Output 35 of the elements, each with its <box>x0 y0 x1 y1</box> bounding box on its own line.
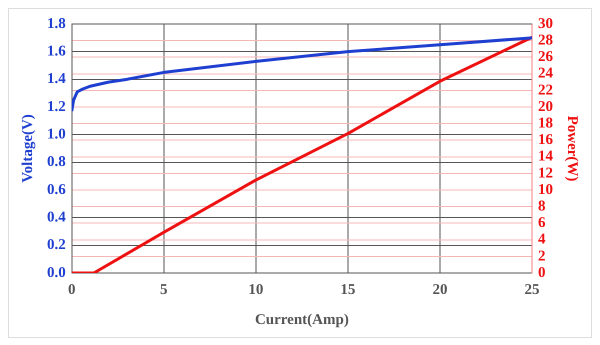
y-tick-label: 1.0 <box>47 126 66 143</box>
y-tick-label: 0.6 <box>47 182 66 198</box>
y2-tick-label: 18 <box>538 115 553 132</box>
y-tick-label: 1.4 <box>47 71 66 88</box>
y2-axis-title: Power(W) <box>564 116 580 182</box>
y2-tick-label: 14 <box>538 148 554 165</box>
y2-tick-label: 16 <box>538 132 554 148</box>
y2-tick-label: 2 <box>538 248 546 264</box>
x-axis-title: Current(Amp) <box>254 312 349 328</box>
y-tick-label: 0.2 <box>47 237 66 254</box>
y2-tick-label: 30 <box>538 16 553 32</box>
y2-tick-label: 0 <box>538 264 546 281</box>
y-tick-label: 0.8 <box>47 154 66 170</box>
y2-tick-label: 4 <box>538 232 546 248</box>
y2-tick-label: 12 <box>538 165 553 182</box>
y2-tick-label: 6 <box>538 215 546 232</box>
x-tick-label: 0 <box>68 282 76 298</box>
x-tick-label: 25 <box>524 282 540 298</box>
y2-tick-label: 26 <box>538 49 554 66</box>
y-tick-label: 1.8 <box>47 16 66 32</box>
y-tick-label: 1.6 <box>47 44 66 60</box>
x-tick-label: 5 <box>160 282 168 298</box>
y-tick-label: 0.4 <box>47 210 66 226</box>
y2-tick-label: 8 <box>538 198 546 214</box>
y-tick-label: 0.0 <box>47 264 66 281</box>
x-tick-label: 20 <box>432 282 448 298</box>
x-tick-label: 15 <box>340 282 356 298</box>
y2-tick-label: 24 <box>538 66 554 82</box>
y2-tick-label: 28 <box>538 32 553 48</box>
x-tick-label: 10 <box>248 282 264 298</box>
y2-tick-label: 10 <box>538 182 553 198</box>
y2-tick-label: 22 <box>538 82 553 98</box>
y2-tick-label: 20 <box>538 98 553 115</box>
y-tick-label: 1.2 <box>47 98 66 115</box>
y-axis-title: Voltage(V) <box>20 114 36 183</box>
